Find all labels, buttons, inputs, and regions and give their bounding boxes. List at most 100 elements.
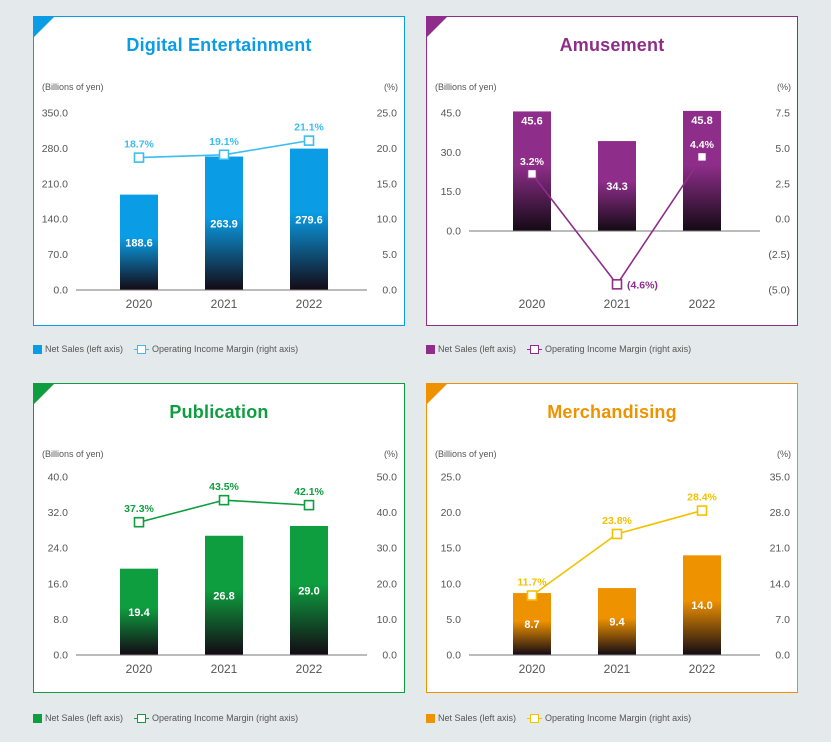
chart-legend: Net Sales (left axis) Operating Income M…	[33, 343, 298, 355]
left-tick-label: 16.0	[48, 578, 69, 590]
right-axis-unit: (%)	[777, 82, 791, 92]
left-tick-label: 24.0	[48, 543, 69, 555]
bar-value-label: 279.6	[295, 214, 323, 226]
bar-value-label: 45.6	[521, 115, 542, 127]
left-tick-label: 280.0	[42, 143, 68, 155]
net-sales-bar	[205, 535, 243, 655]
chart-title: Amusement	[559, 35, 665, 55]
bar-value-label: 188.6	[125, 237, 153, 249]
left-tick-label: 32.0	[48, 507, 69, 519]
legend-net-sales: Net Sales (left axis)	[438, 344, 517, 354]
bar-value-label: 34.3	[606, 181, 627, 193]
net-sales-bar	[120, 194, 158, 290]
chart-title: Publication	[169, 402, 269, 422]
left-tick-label: 20.0	[441, 507, 462, 519]
margin-point-marker	[303, 499, 315, 511]
chart-panel-merchandising: Merchandising (Billions of yen) (%) 0.0 5…	[426, 383, 798, 693]
margin-value-label: 19.1%	[209, 136, 239, 148]
right-tick-label: (2.5)	[768, 249, 790, 261]
bar-value-label: 263.9	[210, 218, 238, 230]
x-tick-label: 2020	[519, 662, 546, 676]
right-tick-label: 5.0	[775, 143, 790, 155]
margin-line-marker-icon	[134, 344, 150, 354]
x-tick-label: 2021	[211, 662, 238, 676]
right-tick-label: 28.0	[770, 507, 791, 519]
left-tick-label: 0.0	[53, 285, 68, 297]
left-tick-label: 40.0	[48, 472, 69, 484]
chart-plot-area: 0.0 70.0 140.0 210.0 280.0 350.0 0.0 5.0 10.0 15.…	[42, 108, 398, 312]
right-tick-label: 10.0	[377, 614, 398, 626]
left-tick-label: 5.0	[446, 614, 461, 626]
left-tick-label: 30.0	[441, 147, 462, 159]
chart-plot-area: 0.0 8.0 16.0 24.0 32.0 40.0 0.0 10.0 20.0 30.0 40.…	[48, 472, 398, 677]
margin-value-label: 11.7%	[517, 576, 547, 588]
right-tick-label: 14.0	[770, 578, 791, 590]
bar-value-label: 14.0	[691, 600, 712, 612]
corner-accent	[426, 16, 448, 38]
margin-value-label: 21.1%	[294, 122, 324, 134]
margin-line-marker-icon	[527, 713, 543, 723]
net-sales-swatch-icon	[426, 344, 435, 354]
margin-point-marker	[218, 494, 230, 506]
right-tick-label: 15.0	[377, 178, 398, 190]
legend-net-sales: Net Sales (left axis)	[438, 713, 517, 723]
bar-value-label: 26.8	[213, 590, 234, 602]
left-tick-label: 25.0	[441, 472, 462, 484]
margin-line-marker-icon	[134, 713, 150, 723]
right-tick-label: 0.0	[775, 650, 790, 662]
left-tick-label: 140.0	[42, 214, 68, 226]
x-tick-label: 2022	[689, 662, 716, 676]
right-tick-label: 21.0	[770, 543, 791, 555]
right-tick-label: 50.0	[377, 472, 398, 484]
margin-point-marker	[133, 152, 145, 163]
chart-panel-amusement: Amusement (Billions of yen) (%) 0.0 15.0 3…	[426, 16, 798, 326]
bar-value-label: 8.7	[524, 619, 539, 631]
net-sales-swatch-icon	[426, 713, 435, 723]
right-tick-label: 40.0	[377, 507, 398, 519]
bar-value-label: 29.0	[298, 585, 319, 597]
left-tick-label: 350.0	[42, 108, 68, 120]
margin-line-marker-icon	[527, 344, 543, 354]
left-axis-unit: (Billions of yen)	[42, 82, 104, 92]
x-tick-label: 2021	[211, 297, 238, 311]
net-sales-bar	[598, 141, 636, 231]
bar-value-label: 45.8	[691, 115, 712, 127]
margin-value-label: 37.3%	[124, 503, 154, 515]
chart-title: Digital Entertainment	[126, 35, 312, 55]
margin-point-marker	[696, 151, 708, 163]
bar-value-label: 19.4	[128, 607, 150, 619]
right-tick-label: 7.5	[775, 108, 790, 120]
corner-accent	[33, 383, 55, 405]
left-tick-label: 8.0	[53, 614, 68, 626]
margin-point-marker	[611, 279, 623, 290]
left-tick-label: 0.0	[446, 650, 461, 662]
left-tick-label: 15.0	[441, 543, 462, 555]
net-sales-bar	[205, 156, 243, 290]
right-tick-label: (5.0)	[768, 285, 790, 297]
chart-title: Merchandising	[547, 402, 677, 422]
margin-value-label: 28.4%	[687, 492, 717, 504]
chart-legend: Net Sales (left axis) Operating Income M…	[426, 712, 691, 724]
net-sales-bar	[120, 568, 158, 655]
left-tick-label: 0.0	[446, 226, 461, 238]
margin-value-label: 3.2%	[520, 156, 545, 168]
right-axis-unit: (%)	[384, 449, 398, 459]
margin-value-label: 23.8%	[602, 515, 632, 527]
corner-accent	[33, 16, 55, 38]
left-tick-label: 70.0	[48, 249, 69, 261]
margin-value-label: 42.1%	[294, 486, 324, 498]
margin-point-marker	[526, 590, 538, 601]
margin-point-marker	[696, 505, 708, 516]
legend-margin: Operating Income Margin (right axis)	[152, 344, 299, 354]
x-tick-label: 2021	[604, 662, 631, 676]
margin-value-label: (4.6%)	[627, 279, 658, 291]
margin-value-label: 18.7%	[124, 139, 154, 151]
right-tick-label: 0.0	[382, 650, 397, 662]
margin-point-marker	[303, 135, 315, 146]
net-sales-bar	[683, 110, 721, 231]
left-axis-unit: (Billions of yen)	[42, 449, 104, 459]
corner-accent	[426, 383, 448, 405]
chart-legend: Net Sales (left axis) Operating Income M…	[33, 712, 298, 724]
chart-plot-area: 0.0 5.0 10.0 15.0 20.0 25.0 0.0 7.0 14.0 21.0 28.0…	[441, 472, 791, 677]
net-sales-bar	[598, 588, 636, 655]
